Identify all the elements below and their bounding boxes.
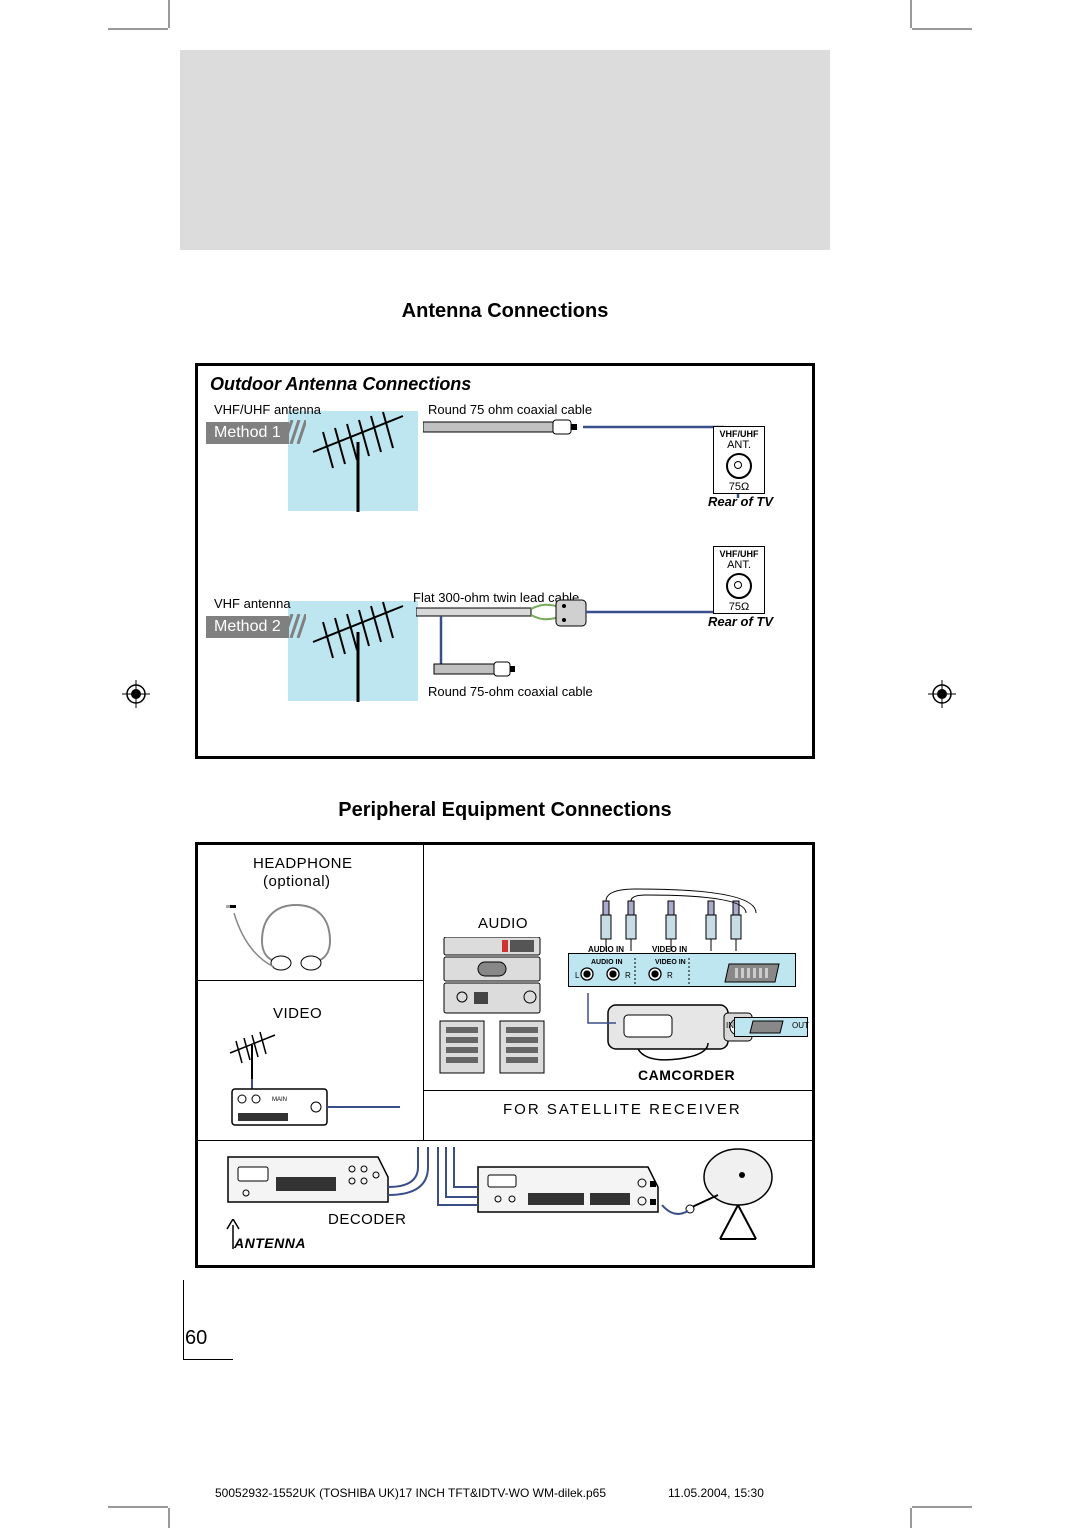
video-in-label: VIDEO IN	[652, 945, 687, 954]
registration-mark-icon	[122, 680, 150, 708]
peripheral-section-title: Peripheral Equipment Connections	[180, 799, 830, 822]
antenna-jack-2: VHF/UHF ANT. 75Ω	[713, 546, 765, 614]
satellite-label: FOR SATELLITE RECEIVER	[503, 1101, 742, 1118]
yagi-antenna-icon	[303, 592, 413, 702]
vhf-antenna-label: VHF antenna	[214, 596, 291, 611]
jack-vhf-uhf: VHF/UHF	[714, 549, 764, 559]
crop-mark	[168, 0, 170, 28]
page-number: 60	[185, 1327, 207, 1350]
page-number-rule	[183, 1280, 184, 1360]
svg-text:L: L	[575, 971, 580, 980]
antenna-jack-1: VHF/UHF ANT. 75Ω	[713, 426, 765, 494]
camcorder-label: CAMCORDER	[638, 1067, 735, 1083]
jack-75: 75Ω	[714, 601, 764, 613]
crop-mark	[912, 1506, 972, 1508]
crop-mark	[108, 1506, 168, 1508]
footer-timestamp: 11.05.2004, 15:30	[668, 1486, 764, 1500]
round75-label-1: Round 75 ohm coaxial cable	[428, 402, 592, 417]
out-label: OUT	[792, 1021, 809, 1030]
crop-mark	[910, 1508, 912, 1528]
audio-in-label: AUDIO IN	[588, 945, 624, 954]
arrow-up-icon	[224, 1219, 242, 1249]
in-label: IN	[726, 1021, 734, 1030]
headphone-label: HEADPHONE	[253, 855, 353, 872]
crop-mark	[912, 28, 972, 30]
footer-filename: 50052932-1552UK (TOSHIBA UK)17 INCH TFT&…	[215, 1486, 606, 1500]
decoder-label: DECODER	[328, 1211, 407, 1228]
stereo-system-icon	[438, 937, 548, 1082]
svg-text:VIDEO IN: VIDEO IN	[655, 959, 686, 966]
video-antenna-icon: MAIN	[220, 1023, 400, 1133]
antenna-connections-diagram: Outdoor Antenna Connections Method 1 Met…	[195, 363, 815, 759]
scart-panel: AUDIO IN VIDEO IN L R R	[568, 953, 796, 987]
method-1-label: Method 1	[206, 422, 289, 444]
jack-vhf-uhf: VHF/UHF	[714, 429, 764, 439]
jack-75: 75Ω	[714, 481, 764, 493]
svg-text:R: R	[625, 971, 631, 980]
video-label: VIDEO	[273, 1005, 322, 1022]
peripheral-connections-diagram: HEADPHONE (optional) VIDEO	[195, 842, 815, 1268]
twin-lead-cable-icon	[416, 594, 756, 699]
svg-text:MAIN: MAIN	[272, 1097, 287, 1103]
registration-mark-icon	[928, 680, 956, 708]
audio-label: AUDIO	[478, 915, 528, 932]
crop-mark	[168, 1508, 170, 1528]
crop-mark	[108, 28, 168, 30]
page-number-bar	[183, 1359, 233, 1360]
headphone-icon	[226, 893, 346, 973]
svg-text:AUDIO IN: AUDIO IN	[591, 959, 623, 966]
antenna-label: ANTENNA	[234, 1235, 306, 1251]
jack-ant: ANT.	[714, 439, 764, 451]
optional-label: (optional)	[263, 873, 331, 890]
yagi-antenna-icon	[303, 402, 413, 512]
antenna-box-title: Outdoor Antenna Connections	[210, 374, 471, 395]
svg-text:R: R	[667, 971, 673, 980]
antenna-section-title: Antenna Connections	[180, 300, 830, 323]
method-2-label: Method 2	[206, 616, 289, 638]
jack-ant: ANT.	[714, 559, 764, 571]
coax-cable-icon	[423, 418, 743, 508]
crop-mark	[910, 0, 912, 28]
